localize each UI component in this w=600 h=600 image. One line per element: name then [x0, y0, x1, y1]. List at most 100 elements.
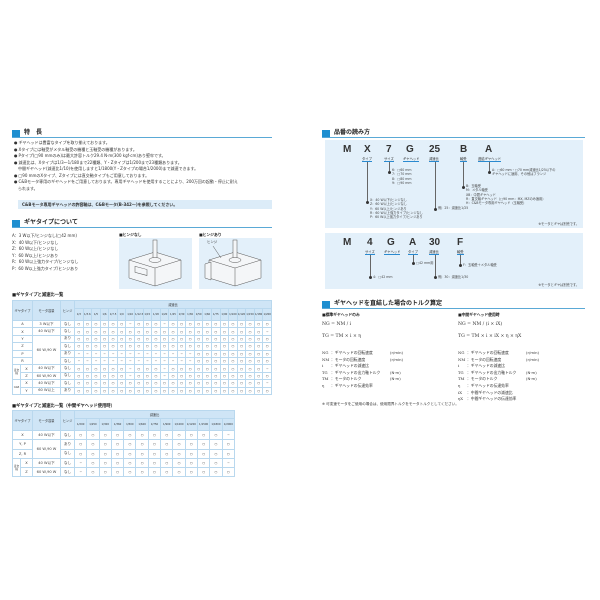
- intermediate-formula-torque: TG = TM × i × iX × η × ηX: [458, 334, 522, 339]
- image-label-no-hinge: ■ヒンジなし: [119, 232, 142, 237]
- availability-cell: −: [159, 371, 170, 381]
- availability-cell: −: [125, 371, 135, 381]
- definition-item: NG ：ギヤヘッドの回転速度 (r/min): [322, 350, 403, 355]
- image-label-hinge: ■ヒンジあり: [199, 232, 222, 237]
- availability-cell: −: [82, 356, 93, 366]
- availability-cell: −: [142, 356, 153, 366]
- availability-cell: ○: [160, 467, 174, 478]
- availability-cell: ○: [168, 327, 178, 336]
- availability-cell: ○: [74, 342, 84, 351]
- availability-cell: ○: [219, 371, 230, 381]
- features-heading: 特 長: [12, 129, 272, 138]
- motor-cell: 60 W,90 W: [32, 467, 61, 478]
- availability-cell: −: [262, 364, 272, 373]
- availability-cell: ○: [168, 334, 178, 344]
- hinge-callout: ヒンジ: [207, 240, 218, 244]
- availability-cell: ○: [135, 429, 149, 441]
- table-row: 直交軸 X 40 W以下 なし − ○ ○ ○ ○ ○ ○ ○ ○ ○ ○ ○ −: [12, 457, 236, 478]
- code-char: A: [409, 237, 417, 248]
- availability-cell: ○: [172, 467, 186, 478]
- availability-cell: ○: [99, 386, 110, 395]
- label-size: サイズ: [384, 157, 394, 162]
- availability-cell: ○: [172, 457, 186, 469]
- availability-cell: ○: [211, 327, 221, 336]
- ratio-header: 1/50: [193, 308, 204, 321]
- availability-cell: ○: [133, 327, 144, 336]
- availability-cell: ○: [160, 439, 174, 450]
- availability-cell: ○: [202, 342, 212, 351]
- availability-cell: ○: [228, 371, 238, 381]
- availability-cell: ○: [202, 379, 212, 388]
- availability-cell: ○: [133, 364, 144, 373]
- availability-cell: −: [176, 356, 187, 366]
- part-number-example-1: M X 7 G 25 B A タイプ サイズ ギヤヘッド 減速比 軸受 連結ギヤ…: [325, 140, 583, 228]
- definition-item: ηX ：中間ギヤヘッドの伝達効率: [458, 396, 517, 402]
- availability-cell: ○: [133, 319, 144, 329]
- availability-cell: ○: [221, 467, 236, 478]
- availability-cell: ○: [116, 334, 127, 344]
- availability-cell: ○: [185, 386, 195, 395]
- availability-cell: ○: [123, 467, 137, 478]
- ratio-header: 1/30: [176, 308, 187, 321]
- hinge-cell: なし: [60, 364, 75, 373]
- group-cell: C&B: [12, 379, 21, 395]
- availability-cell: ○: [221, 439, 236, 450]
- part-number-example-2: M 4 G A 30 F サイズ ギヤヘッド タイプ 減速比 軸受 □42 mm…: [325, 233, 583, 289]
- availability-cell: ○: [185, 342, 195, 351]
- availability-cell: ○: [176, 334, 187, 344]
- availability-cell: ○: [74, 364, 84, 373]
- availability-cell: ○: [99, 334, 110, 344]
- availability-cell: ○: [142, 371, 153, 381]
- availability-cell: ○: [196, 457, 211, 469]
- definition-item: i ：ギヤヘッドの減速比: [322, 363, 369, 369]
- availability-cell: ○: [228, 364, 238, 373]
- availability-cell: ○: [135, 439, 149, 450]
- standard-formula-torque: TG = TM × i × η: [322, 334, 362, 339]
- definition-item: i ：ギヤヘッドの減速比: [458, 363, 505, 369]
- ratio-header: 1/75: [211, 308, 221, 321]
- label-gearhead: ギヤヘッド: [403, 157, 420, 162]
- availability-cell: ○: [193, 342, 204, 351]
- availability-cell: ○: [108, 334, 118, 344]
- availability-cell: −: [125, 364, 135, 373]
- availability-cell: ○: [202, 356, 212, 366]
- availability-cell: −: [159, 319, 170, 329]
- availability-cell: ○: [133, 386, 144, 395]
- intermediate-title: ■中間ギヤヘッド使用時: [458, 312, 500, 317]
- availability-cell: ○: [193, 319, 204, 329]
- table2-title: ■ギヤタイプと減速比一覧（中間ギヤヘッド使用時）: [12, 404, 115, 409]
- availability-cell: −: [221, 457, 236, 469]
- availability-cell: ○: [236, 319, 247, 329]
- table-row: Y, P 60 W,90 W あり ○ ○ ○ ○ ○ ○ ○ ○ ○ ○ ○ ○ ○: [12, 439, 236, 459]
- feature-bullet: C&Bモータ専用のギヤヘッドをご用意しております。専用ギヤヘッドを使用することに…: [14, 179, 238, 185]
- availability-cell: ○: [228, 327, 238, 336]
- availability-cell: ○: [151, 386, 161, 395]
- heading-marker-icon: [322, 301, 330, 308]
- motor-cell: 60 W,90 W: [32, 439, 61, 459]
- availability-cell: ○: [196, 429, 211, 441]
- group-cell: 直交軸: [12, 364, 21, 381]
- availability-cell: ○: [133, 334, 144, 344]
- availability-cell: ○: [82, 364, 93, 373]
- availability-cell: ○: [202, 327, 212, 336]
- availability-cell: ○: [147, 429, 162, 441]
- table-row: Z 60 W,90 W なし ○ ○ ○ ○ ○ ○ − ○ ○ ○ − ○ ○ ○ ○ ○ ○ ○ ○ ○ ○ ○ ○: [13, 371, 272, 381]
- ratio-header: 1/200: [262, 308, 272, 321]
- availability-cell: ○: [98, 429, 112, 441]
- availability-cell: −: [82, 349, 93, 358]
- availability-cell: ○: [151, 327, 161, 336]
- availability-cell: −: [262, 327, 272, 336]
- availability-cell: ○: [147, 448, 162, 459]
- availability-cell: ○: [209, 429, 223, 441]
- label-type: タイプ: [408, 250, 418, 255]
- ratio-header: 1/3.6: [82, 308, 93, 321]
- type-cell: Z: [12, 342, 33, 351]
- part-number-heading: 品番の読み方: [322, 129, 585, 138]
- definition-item: η ：ギヤヘッドの伝達効率: [322, 382, 373, 388]
- availability-cell: ○: [172, 439, 186, 450]
- ratio-header: 1/750: [147, 418, 162, 431]
- availability-cell: ○: [245, 371, 255, 381]
- availability-cell: ○: [82, 334, 93, 344]
- header-ratio: 減速比: [74, 410, 235, 419]
